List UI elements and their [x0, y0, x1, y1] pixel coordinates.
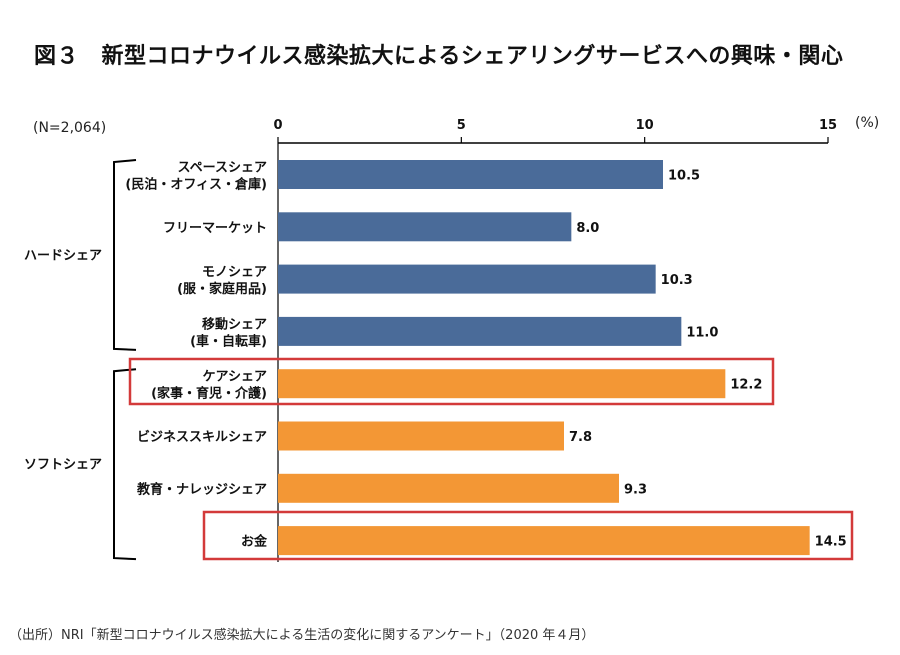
category-label: (民泊・オフィス・倉庫) [125, 177, 267, 193]
category-label: (服・家庭用品) [177, 281, 267, 297]
bar [278, 316, 682, 346]
group-bracket [113, 368, 137, 561]
data-label: 12.2 [730, 378, 762, 393]
bar [278, 264, 656, 294]
category-label: 移動シェア [202, 316, 267, 332]
source-note: （出所）NRI「新型コロナウイルス感染拡大による生活の変化に関するアンケート」（… [9, 628, 595, 643]
sample-size-label: (N=2,064) [33, 120, 107, 136]
group-bracket [113, 159, 137, 351]
bar [278, 421, 564, 451]
bar [278, 212, 572, 242]
x-tick-label: 0 [273, 118, 282, 133]
bar [278, 526, 810, 556]
highlight-box [128, 357, 775, 406]
bar [278, 473, 619, 503]
category-label: モノシェア [202, 265, 267, 280]
category-label: (車・自転車) [190, 333, 267, 349]
category-label: お金 [241, 534, 268, 550]
category-label: ビジネススキルシェア [137, 429, 267, 445]
data-label: 10.3 [661, 273, 693, 288]
category-label: ケアシェア [203, 370, 267, 385]
data-label: 11.0 [686, 325, 718, 340]
group-label: ソフトシェア [24, 458, 102, 473]
x-tick-label: 10 [636, 118, 654, 133]
group-label: ハードシェア [24, 248, 102, 263]
bar [278, 369, 726, 399]
x-tick-label: 5 [457, 118, 466, 133]
bar [278, 160, 663, 189]
highlight-box [202, 510, 854, 561]
category-label: (家事・育児・介護) [151, 386, 267, 402]
category-label: 教育・ナレッジシェア [136, 481, 267, 497]
axis-unit-label: (%) [855, 115, 880, 131]
data-label: 7.8 [569, 430, 592, 445]
data-label: 10.5 [668, 169, 700, 184]
data-label: 9.3 [624, 482, 647, 497]
category-label: スペースシェア [178, 161, 267, 176]
category-label: フリーマーケット [163, 221, 267, 236]
x-tick-label: 15 [819, 118, 837, 133]
data-label: 14.5 [815, 535, 847, 550]
data-label: 8.0 [576, 221, 599, 236]
chart-title: 図３ 新型コロナウイルス感染拡大によるシェアリングサービスへの興味・関心 [34, 44, 844, 69]
